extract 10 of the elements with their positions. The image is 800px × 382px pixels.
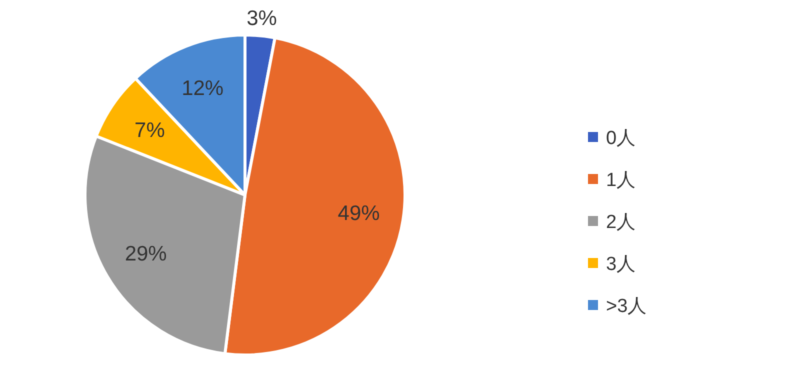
data-label: 3%	[246, 6, 277, 30]
data-label: 29%	[124, 242, 167, 266]
legend-label: >3人	[606, 296, 647, 317]
data-label: 49%	[338, 202, 380, 226]
legend-label: 0人	[606, 128, 636, 149]
legend-label: 1人	[606, 170, 636, 191]
data-label: 12%	[182, 76, 224, 100]
legend-label: 3人	[606, 254, 636, 275]
data-label: 7%	[134, 119, 165, 142]
legend-label: 2人	[606, 212, 636, 233]
